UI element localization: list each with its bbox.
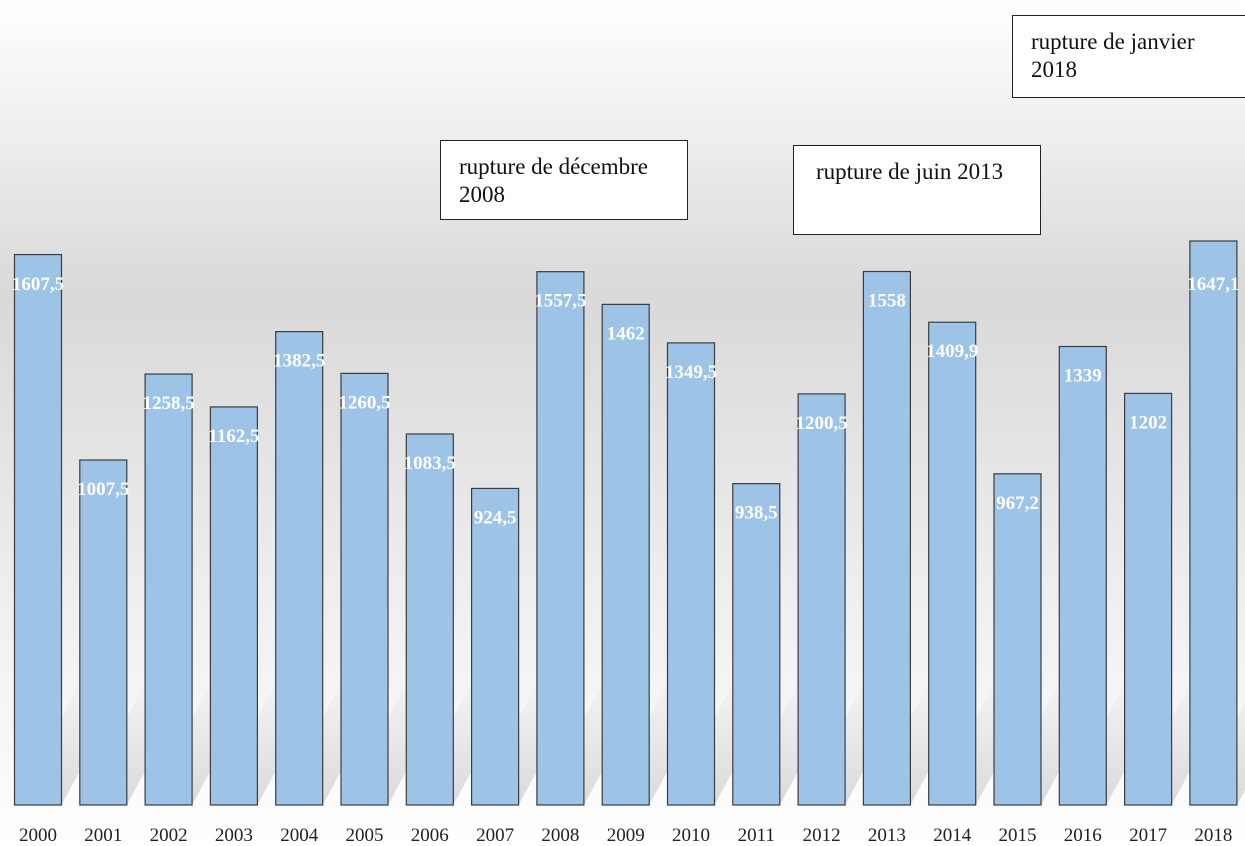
bar-2014 bbox=[928, 321, 977, 806]
bar-value-label: 924,5 bbox=[474, 507, 517, 528]
x-tick-label: 2004 bbox=[280, 825, 319, 846]
bar-value-labels: 1607,5 1007,5 1258,5 1162,5 1382,5 1260,5 1083… bbox=[12, 274, 1240, 528]
x-tick-label: 2008 bbox=[541, 825, 579, 846]
bar-value-label: 1647,1 bbox=[1187, 274, 1239, 295]
x-tick-label: 2016 bbox=[1064, 825, 1102, 846]
x-tick-label: 2009 bbox=[607, 825, 645, 846]
bar-2008 bbox=[536, 271, 585, 806]
bar-value-label: 1258,5 bbox=[142, 393, 194, 414]
bar-2017 bbox=[1123, 392, 1173, 806]
bar-2011 bbox=[732, 483, 781, 806]
x-tick-label: 2018 bbox=[1194, 825, 1232, 846]
x-tick-label: 2017 bbox=[1129, 825, 1167, 846]
annotation-rupture-decembre-2008: rupture de décembre 2008 bbox=[440, 140, 688, 220]
annotation-rupture-juin-2013: rupture de juin 2013 bbox=[793, 145, 1041, 235]
bar-value-label: 1409,9 bbox=[926, 341, 978, 362]
x-tick-label: 2000 bbox=[19, 825, 57, 846]
bar-value-label: 1202 bbox=[1129, 412, 1167, 433]
x-tick-label: 2001 bbox=[84, 825, 122, 846]
bar-value-label: 1558 bbox=[868, 291, 906, 312]
bar-2006 bbox=[405, 433, 454, 806]
bar-2005 bbox=[340, 372, 389, 806]
x-tick-label: 2011 bbox=[738, 825, 775, 846]
x-tick-label: 2015 bbox=[999, 825, 1037, 846]
x-tick-label: 2014 bbox=[933, 825, 972, 846]
x-tick-label: 2005 bbox=[346, 825, 384, 846]
bar-2007 bbox=[471, 487, 520, 806]
bar-value-label: 1462 bbox=[607, 323, 645, 344]
bar-value-label: 1349,5 bbox=[665, 362, 717, 383]
bar-2015 bbox=[993, 473, 1042, 806]
bar-value-label: 1260,5 bbox=[338, 392, 390, 413]
bar-2003 bbox=[209, 406, 258, 806]
bar-2018 bbox=[1189, 240, 1238, 806]
bar-value-label: 1162,5 bbox=[208, 426, 259, 447]
bar-value-label: 938,5 bbox=[735, 503, 778, 524]
bar-value-label: 967,2 bbox=[996, 493, 1039, 514]
bar-value-label: 1557,5 bbox=[534, 291, 586, 312]
bar-2000 bbox=[13, 253, 63, 806]
x-tick-label: 2003 bbox=[215, 825, 253, 846]
x-tick-label: 2012 bbox=[803, 825, 841, 846]
bar-2004 bbox=[275, 331, 324, 806]
bar-2009 bbox=[601, 303, 650, 806]
x-tick-label: 2002 bbox=[150, 825, 188, 846]
bar-2016 bbox=[1058, 345, 1107, 806]
annotation-rupture-janvier-2018: rupture de janvier 2018 bbox=[1012, 15, 1245, 98]
bars bbox=[13, 240, 1238, 806]
bar-2001 bbox=[79, 459, 128, 806]
bar-value-label: 1382,5 bbox=[273, 351, 325, 372]
bar-2012 bbox=[797, 393, 846, 806]
bar-value-label: 1607,5 bbox=[12, 274, 64, 295]
x-tick-label: 2010 bbox=[672, 825, 710, 846]
x-tick-label: 2007 bbox=[476, 825, 514, 846]
x-tick-label: 2013 bbox=[868, 825, 906, 846]
bar-value-label: 1083,5 bbox=[404, 453, 456, 474]
x-axis-tick-labels: 2000 2001 2002 2003 2004 2005 2006 2007 2008 2009… bbox=[19, 825, 1232, 846]
bar-value-label: 1200,5 bbox=[795, 413, 847, 434]
bar-value-label: 1007,5 bbox=[77, 479, 129, 500]
bar-value-label: 1339 bbox=[1064, 365, 1102, 386]
bar-2010 bbox=[666, 342, 716, 806]
x-tick-label: 2006 bbox=[411, 825, 449, 846]
bar-2013 bbox=[862, 270, 912, 806]
bar-2002 bbox=[144, 373, 193, 806]
